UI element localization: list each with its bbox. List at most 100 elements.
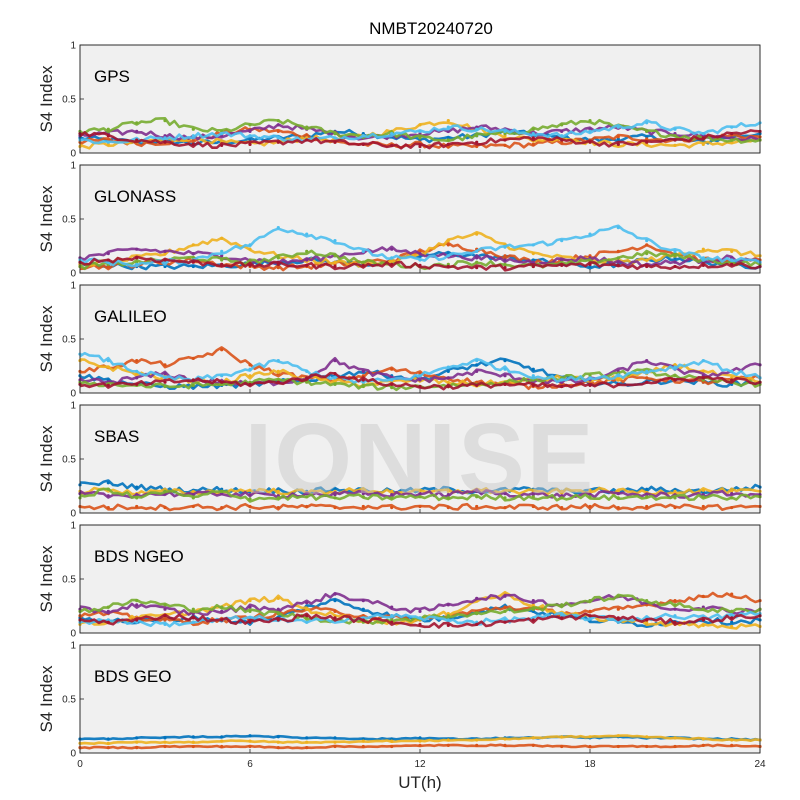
data-point: [163, 140, 167, 144]
data-point: [390, 493, 394, 497]
panel-label: GALILEO: [94, 307, 167, 326]
data-point: [106, 741, 110, 745]
data-point: [730, 249, 734, 253]
data-point: [588, 254, 592, 258]
data-point: [446, 129, 450, 133]
data-point: [588, 614, 592, 618]
data-point: [503, 620, 507, 624]
data-point: [135, 496, 139, 500]
y-tick-label: 0: [70, 509, 76, 520]
data-point: [475, 489, 479, 493]
data-point: [276, 496, 280, 500]
data-point: [560, 603, 564, 607]
data-point: [616, 496, 620, 500]
data-point: [191, 356, 195, 360]
data-point: [475, 127, 479, 131]
data-point: [163, 736, 167, 740]
data-point: [446, 623, 450, 628]
y-tick-label: 1: [70, 41, 76, 52]
data-point: [248, 247, 252, 251]
data-point: [673, 254, 677, 258]
panel-bds-ngeo: 0 0.5 1 S4 Index BDS NGEO: [37, 521, 762, 640]
data-point: [730, 609, 734, 614]
data-point: [418, 136, 422, 140]
data-point: [390, 143, 394, 147]
data-point: [390, 262, 394, 266]
data-point: [588, 374, 592, 378]
data-point: [305, 746, 309, 750]
data-point: [333, 736, 337, 740]
data-point: [701, 256, 705, 260]
y-tick-label: 1: [70, 401, 76, 412]
data-point: [531, 599, 535, 603]
data-point: [475, 622, 479, 627]
data-point: [248, 243, 252, 247]
data-point: [531, 493, 535, 497]
data-point: [645, 620, 649, 624]
data-point: [730, 138, 734, 142]
data-point: [390, 620, 394, 624]
data-point: [305, 616, 309, 620]
data-point: [163, 372, 167, 376]
data-point: [701, 493, 705, 497]
data-point: [135, 618, 139, 622]
data-point: [531, 243, 535, 247]
data-point: [276, 596, 280, 601]
data-point: [305, 492, 309, 496]
data-point: [645, 376, 649, 380]
data-point: [645, 140, 649, 144]
data-point: [475, 383, 479, 387]
data-point: [135, 485, 139, 489]
y-tick-label: 0.5: [62, 95, 76, 106]
data-point: [333, 372, 337, 376]
data-point: [673, 378, 677, 382]
data-point: [730, 262, 734, 266]
data-point: [645, 258, 649, 262]
data-point: [276, 735, 280, 739]
data-point: [305, 495, 309, 499]
data-point: [106, 140, 110, 144]
data-point: [616, 594, 620, 598]
data-point: [673, 599, 677, 603]
data-point: [588, 504, 592, 509]
data-point: [475, 249, 479, 253]
data-point: [333, 496, 337, 500]
data-point: [361, 504, 365, 509]
data-point: [361, 260, 365, 264]
data-point: [673, 127, 677, 131]
data-point: [390, 382, 394, 386]
data-point: [673, 374, 677, 378]
data-point: [361, 739, 365, 743]
data-point: [220, 258, 224, 262]
data-point: [645, 264, 649, 269]
data-point: [361, 744, 365, 749]
data-point: [418, 378, 422, 382]
data-point: [645, 142, 649, 146]
x-axis-label: UT(h): [398, 773, 441, 792]
data-point: [163, 258, 167, 262]
data-point: [730, 620, 734, 624]
data-point: [701, 263, 705, 267]
data-point: [701, 247, 705, 251]
data-point: [163, 740, 167, 744]
data-point: [106, 746, 110, 750]
data-point: [446, 264, 450, 269]
data-point: [475, 359, 479, 363]
data-point: [446, 618, 450, 622]
data-point: [418, 374, 422, 378]
data-point: [361, 249, 365, 253]
data-point: [645, 135, 649, 139]
data-point: [475, 260, 479, 264]
data-point: [248, 497, 252, 501]
y-axis-label: S4 Index: [37, 665, 56, 733]
data-point: [191, 740, 195, 744]
data-point: [248, 263, 252, 267]
data-point: [248, 739, 252, 743]
data-point: [305, 376, 309, 380]
data-point: [248, 488, 252, 492]
data-point: [645, 137, 649, 141]
data-point: [560, 123, 564, 127]
series-group: [78, 479, 762, 512]
data-point: [276, 607, 280, 611]
data-point: [446, 239, 450, 243]
